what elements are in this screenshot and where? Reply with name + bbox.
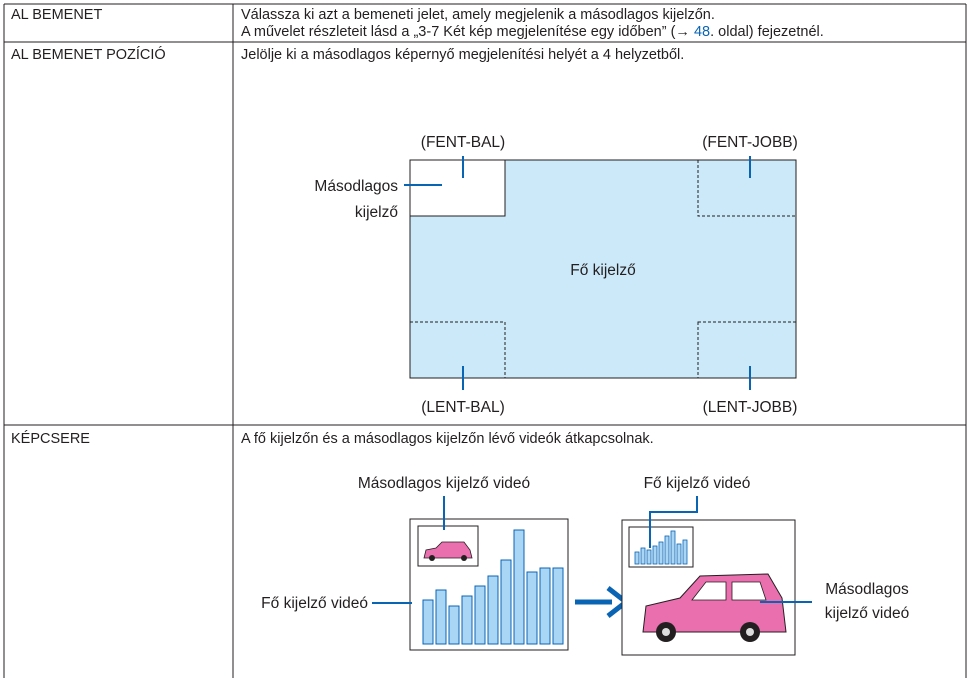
leader bbox=[649, 496, 698, 548]
video-label: kijelző videó bbox=[825, 605, 909, 622]
position-label: (LENT-BAL) bbox=[421, 399, 505, 416]
position-label: (LENT-JOBB) bbox=[703, 399, 798, 416]
arrow bbox=[575, 586, 631, 618]
sub-screen-label: kijelző bbox=[355, 204, 398, 221]
sub-position bbox=[697, 321, 797, 379]
position-label: (FENT-BAL) bbox=[421, 134, 505, 151]
video-label: Fő kijelző videó bbox=[261, 595, 368, 612]
position-label: (FENT-JOBB) bbox=[702, 134, 798, 151]
main-screen-label: Fő kijelző bbox=[570, 262, 635, 279]
row-label: AL BEMENET POZÍCIÓ bbox=[11, 46, 166, 63]
page-link[interactable]: 48 bbox=[694, 24, 710, 40]
reference-text: A művelet részleteit lásd a „3-7 Két kép… bbox=[241, 24, 694, 40]
car-picture bbox=[423, 541, 473, 561]
row-description: Válassza ki azt a bemeneti jelet, amely … bbox=[241, 7, 715, 23]
sub-screen-label: Másodlagos bbox=[314, 178, 398, 195]
row-description: Jelölje ki a másodlagos képernyő megjele… bbox=[241, 47, 684, 63]
reference-text: . oldal) fejezetnél. bbox=[710, 24, 824, 40]
reference: A művelet részleteit lásd a „3-7 Két kép… bbox=[241, 24, 824, 40]
position-diagram: (FENT-BAL) (FENT-JOBB) (LENT-BAL) (LENT-… bbox=[314, 134, 797, 416]
video-label: Másodlagos bbox=[825, 581, 909, 598]
bar-picture bbox=[634, 530, 688, 565]
sub-position bbox=[409, 321, 506, 379]
row-label: AL BEMENET bbox=[11, 7, 102, 23]
row-description: A fő kijelzőn és a másodlagos kijelzőn l… bbox=[241, 431, 654, 447]
sub-position bbox=[697, 159, 797, 217]
row-label: KÉPCSERE bbox=[11, 430, 90, 447]
bar-picture bbox=[422, 529, 564, 645]
car-picture bbox=[642, 573, 787, 642]
swap-diagram: Másodlagos kijelző videó Fő kijelző vide… bbox=[261, 475, 909, 656]
sub-screen bbox=[409, 159, 506, 217]
video-label: Fő kijelző videó bbox=[644, 475, 751, 492]
table-grid bbox=[3, 3, 967, 678]
video-label: Másodlagos kijelző videó bbox=[358, 475, 530, 492]
